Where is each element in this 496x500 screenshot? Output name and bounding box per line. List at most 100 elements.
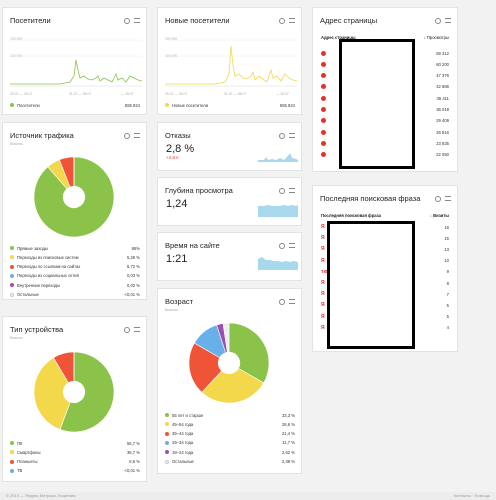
legend-value: 5,29 % [126, 254, 140, 260]
date-label: 31.07 — 06.07 [224, 92, 247, 96]
gear-icon[interactable] [279, 18, 285, 24]
settings-icon[interactable] [289, 243, 295, 248]
table-row[interactable]: 29 409 [321, 116, 449, 126]
yandex-icon [321, 50, 326, 56]
footer-right[interactable]: Контакты · Помощь [453, 493, 490, 498]
legend-swatch [10, 450, 14, 455]
legend-item[interactable]: 25–34 года 11,7 % [165, 439, 295, 447]
date-label: — 26.07 [121, 92, 134, 96]
last-search-card: Последняя поисковая фраза Последняя поис… [312, 185, 458, 352]
legend-swatch [10, 468, 14, 473]
gear-icon[interactable] [124, 18, 130, 24]
pie-slice[interactable] [228, 322, 270, 384]
legend-swatch [10, 246, 14, 250]
legend-item[interactable]: ТВ <0,01 % [10, 467, 140, 475]
table-row[interactable]: 36 019 [321, 105, 449, 115]
gear-icon[interactable] [124, 133, 130, 139]
legend-value: <0,01 % [124, 292, 140, 297]
legend-swatch [10, 459, 14, 464]
pie-slice[interactable] [33, 156, 115, 238]
gear-icon[interactable] [279, 299, 285, 305]
table-cell-value: 7 [446, 291, 449, 297]
legend-item[interactable]: Внутренние переходы 0,02 % [10, 281, 140, 289]
table-row[interactable]: тки 9 [321, 267, 449, 277]
settings-icon[interactable] [445, 18, 451, 23]
legend-item[interactable]: 45–54 года 28,6 % [165, 420, 295, 428]
gear-icon[interactable] [279, 243, 285, 249]
table-cell-value: 26 816 [436, 129, 449, 135]
visitors-title: Посетители [10, 16, 51, 25]
yandex-icon: Я [321, 313, 325, 320]
table-row[interactable]: 23 835 [321, 138, 449, 148]
gear-icon[interactable] [279, 188, 285, 194]
settings-icon[interactable] [445, 196, 451, 201]
table-row[interactable]: Я 10 [321, 256, 449, 266]
legend-swatch [165, 459, 169, 464]
gear-icon[interactable] [435, 196, 441, 202]
gear-icon[interactable] [279, 133, 285, 139]
legend-item[interactable]: Планшеты 8,6 % [10, 458, 140, 466]
table-row[interactable]: 60 200 [321, 59, 449, 69]
legend-item[interactable]: Переходы из социальных сетей 0,03 % [10, 272, 140, 280]
column-header[interactable]: Адрес страницы [321, 35, 356, 40]
legend-swatch [10, 283, 14, 288]
footer: © 2013 — Яндекс Метрика, Лицензия Контак… [0, 492, 496, 500]
table-row[interactable]: Я 13 [321, 244, 449, 254]
legend-item[interactable]: 35–44 года 21,4 % [165, 430, 295, 438]
pie-slice[interactable] [59, 351, 115, 433]
legend-label: 55 лет и старше [172, 412, 204, 418]
legend-item[interactable]: Остальные <0,01 % [10, 291, 140, 299]
legend-label: Внутренние переходы [17, 282, 61, 288]
date-label: 25.07 — 26.07 [10, 92, 33, 96]
settings-icon[interactable] [134, 327, 140, 332]
y-axis-label: 200 000 [165, 37, 178, 41]
legend-item[interactable]: Прямые заходы 86% [10, 244, 140, 252]
pie-slice[interactable] [201, 367, 265, 404]
table-row[interactable]: 36 411 [321, 93, 449, 103]
gear-icon[interactable] [124, 327, 130, 333]
legend-swatch [10, 441, 14, 445]
footer-left[interactable]: © 2013 — Яндекс Метрика, Лицензия [6, 493, 76, 498]
table-row[interactable]: 42 886 [321, 82, 449, 92]
yandex-icon: тки [321, 268, 330, 275]
legend-item[interactable]: 55 лет и старше 33,3 % [165, 411, 295, 419]
table-cell-value: 36 411 [436, 95, 450, 101]
table-row[interactable]: 47 376 [321, 71, 449, 81]
column-header-sort[interactable]: ↓ Просмотры [423, 35, 449, 40]
table-cell-value: 16 [444, 224, 449, 230]
legend-label: 25–34 года [172, 440, 194, 446]
column-header-sort[interactable]: ↓ Визиты [429, 213, 449, 218]
legend-value: 8,6 % [129, 459, 140, 465]
legend-value: 555 824 [279, 102, 295, 108]
legend-item[interactable]: Смартфоны 35,7 % [10, 448, 140, 456]
pie-slice[interactable] [188, 342, 223, 393]
table-row[interactable]: 26 816 [321, 127, 449, 137]
date-label: — 26.07 [276, 92, 289, 96]
gear-icon[interactable] [435, 18, 441, 24]
table-row[interactable]: Я 16 [321, 222, 449, 232]
table-row[interactable]: 69 312 [321, 48, 449, 58]
yandex-icon: Я [321, 257, 325, 264]
legend-label: Планшеты [17, 459, 38, 465]
pie-slice[interactable] [222, 322, 230, 353]
legend-item[interactable]: Переходы по ссылкам на сайтах 5,72 % [10, 263, 140, 271]
pie-slice[interactable] [33, 357, 71, 430]
settings-icon[interactable] [289, 18, 295, 23]
settings-icon[interactable] [289, 188, 295, 193]
settings-icon[interactable] [134, 133, 140, 138]
settings-icon[interactable] [289, 133, 295, 138]
legend-item[interactable]: Остальные 2,38 % [165, 458, 295, 466]
legend-item[interactable]: ПК 55,7 % [10, 439, 140, 447]
settings-icon[interactable] [134, 18, 140, 23]
table-row[interactable]: Я 15 [321, 233, 449, 243]
settings-icon[interactable] [289, 299, 295, 304]
legend-item[interactable]: 18–24 года 2,62 % [165, 448, 295, 456]
table-row[interactable]: 22 050 [321, 150, 449, 160]
column-header[interactable]: Последняя поисковая фраза [321, 213, 382, 218]
legend-item[interactable]: Переходы из поисковых систем 5,29 % [10, 253, 140, 261]
